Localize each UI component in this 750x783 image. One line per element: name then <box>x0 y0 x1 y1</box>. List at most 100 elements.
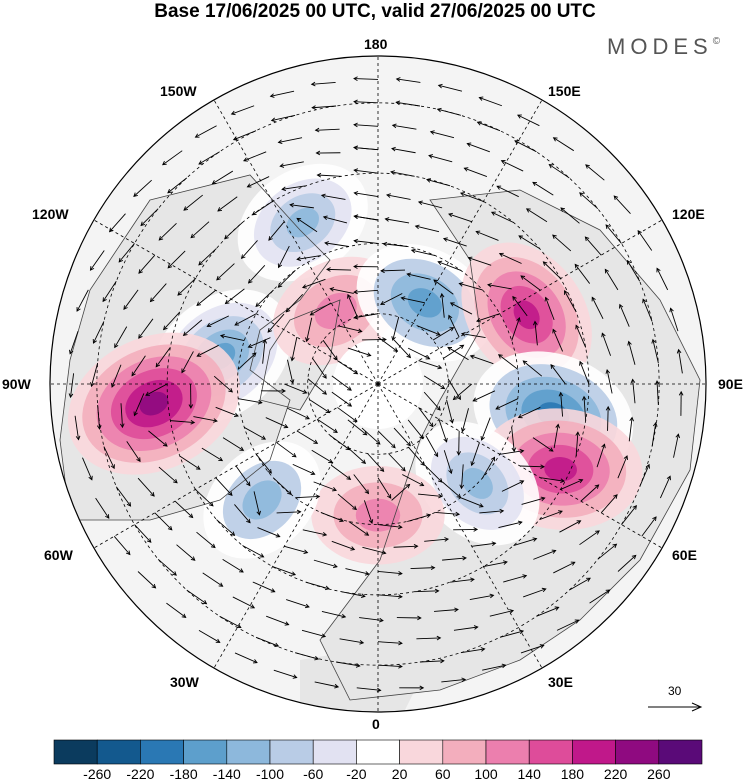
wind-vector-head <box>267 328 273 333</box>
wind-vector-head <box>194 133 200 138</box>
wind-vector-shaft <box>215 406 239 417</box>
wind-vector-shaft <box>219 615 242 628</box>
wind-vector-shaft <box>262 339 266 364</box>
wind-vector-shaft <box>442 557 467 561</box>
wind-vector-shaft <box>331 391 352 407</box>
wind-vector-head <box>419 482 425 487</box>
wind-vector-head <box>291 452 297 458</box>
wind-vector-head <box>352 417 358 423</box>
wind-vector <box>118 243 135 263</box>
wind-vector-head <box>382 337 387 342</box>
wind-vector-shaft <box>617 455 628 479</box>
wind-vector-shaft <box>476 231 499 241</box>
wind-vector-head <box>322 531 328 537</box>
wind-vector-shaft <box>520 275 541 291</box>
wind-vector-shaft <box>196 531 216 548</box>
wind-vector-head <box>613 195 619 201</box>
wind-vector <box>458 282 483 291</box>
wind-vector-shaft <box>148 430 168 447</box>
wind-vector-shaft <box>607 406 609 431</box>
wind-vector <box>439 292 445 318</box>
colorbar-tick-label: -60 <box>303 766 324 782</box>
wind-vector-head <box>119 423 125 429</box>
wind-vector <box>270 114 296 123</box>
wind-vector-head <box>458 282 464 287</box>
wind-vector-shaft <box>336 661 360 667</box>
wind-vector-shaft <box>267 313 285 333</box>
wind-vector <box>353 313 379 320</box>
wind-vector-head <box>522 360 528 365</box>
wind-vector-head <box>202 599 208 605</box>
wind-vector-shaft <box>391 148 416 154</box>
wind-vector-head <box>281 388 286 394</box>
wind-vector-shaft <box>225 288 245 304</box>
wind-vector <box>393 427 411 447</box>
wind-vector <box>518 235 540 249</box>
wind-vector <box>532 181 554 196</box>
wind-vector <box>356 687 382 693</box>
wind-vector-head <box>676 348 682 354</box>
wind-vector-shaft <box>315 128 340 131</box>
wind-vector-shaft <box>601 333 612 356</box>
wind-vector-shaft <box>552 329 563 352</box>
wind-vector <box>463 167 488 177</box>
wind-vector-shaft <box>183 194 203 211</box>
wind-vector <box>434 607 459 613</box>
wind-vector-shaft <box>347 294 358 318</box>
wind-vector <box>408 447 425 467</box>
wind-vector-shaft <box>313 481 337 491</box>
wind-vector <box>284 545 309 554</box>
wind-vector-head <box>188 404 194 409</box>
wind-vector <box>532 320 538 346</box>
wind-vector-shaft <box>446 399 453 423</box>
wind-vector-head <box>259 553 265 558</box>
wind-vector-head <box>287 490 292 495</box>
wind-vector <box>654 380 660 406</box>
wind-vector-shaft <box>145 383 168 396</box>
wind-vector <box>281 185 306 192</box>
wind-vector <box>418 360 443 370</box>
wind-vector-shaft <box>198 151 220 165</box>
wind-vector <box>391 483 411 501</box>
wind-vector-shaft <box>605 224 622 244</box>
wind-vector-shaft <box>385 218 410 224</box>
wind-vector <box>449 302 473 315</box>
wind-vector-shaft <box>140 208 159 226</box>
wind-vector-shaft <box>621 505 637 525</box>
wind-vector-head <box>247 343 253 348</box>
wind-vector-shaft <box>393 427 411 446</box>
wind-vector-head <box>419 434 424 440</box>
wind-vector-shaft <box>312 358 327 379</box>
wind-vector <box>196 289 216 306</box>
wind-vector-shaft <box>419 660 444 663</box>
wind-vector <box>103 446 115 470</box>
meridian-line <box>213 383 379 669</box>
wind-vector-head <box>454 607 459 613</box>
wind-vector-head <box>518 235 524 240</box>
wind-vector-shaft <box>596 444 605 468</box>
wind-vector <box>560 207 580 224</box>
wind-vector-shaft <box>337 360 358 375</box>
wind-vector-shaft <box>213 375 233 393</box>
wind-vector-head <box>322 374 327 379</box>
wind-vector <box>469 354 494 365</box>
wind-vector <box>596 443 606 468</box>
wind-vector-head <box>460 427 466 433</box>
wind-vector <box>290 337 298 362</box>
wind-vector-head <box>364 571 370 576</box>
wind-vector-head <box>420 461 425 467</box>
wind-vector <box>179 455 201 470</box>
wind-vector <box>196 344 219 357</box>
wind-vector <box>380 268 406 274</box>
wind-vector-shaft <box>348 521 369 536</box>
wind-vector-shaft <box>579 530 600 546</box>
wind-vector-head <box>645 463 650 469</box>
wind-vector-shaft <box>363 500 373 524</box>
wind-vector-shaft <box>518 406 541 418</box>
wind-vector-head <box>514 140 519 145</box>
wind-vector-head <box>305 337 310 343</box>
wind-vector <box>400 296 425 304</box>
wind-vector-shaft <box>297 255 321 260</box>
wind-vector-head <box>353 76 358 81</box>
wind-vector-head <box>190 556 196 561</box>
